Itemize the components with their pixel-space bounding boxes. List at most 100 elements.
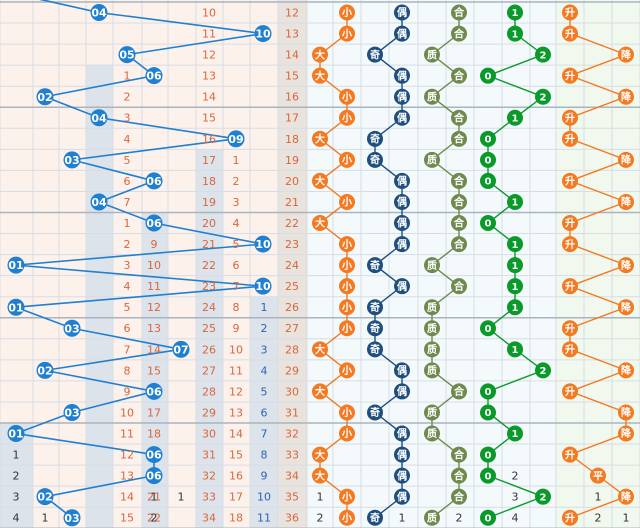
missing-value: 26 bbox=[202, 343, 216, 356]
trend-ball-label: 升 bbox=[565, 238, 575, 251]
missing-value: 13 bbox=[120, 470, 134, 483]
miss-band-cell bbox=[86, 359, 113, 381]
parity-ball-disc bbox=[367, 257, 383, 274]
extra-count: 1 bbox=[13, 449, 20, 462]
ball-03: 03 bbox=[63, 403, 81, 421]
parity-ball-disc bbox=[367, 320, 383, 337]
prime-ball-label: 质 bbox=[427, 259, 437, 272]
ball-02-label: 02 bbox=[37, 91, 52, 104]
trend-ball: 降 bbox=[618, 425, 634, 442]
prime-ball: 合 bbox=[451, 193, 467, 210]
parity-ball-disc bbox=[367, 341, 383, 358]
missing-value: 4 bbox=[233, 217, 240, 230]
ball-10: 10 bbox=[254, 277, 272, 295]
remainder-ball: 1 bbox=[507, 25, 523, 42]
ball-10: 10 bbox=[254, 25, 272, 43]
parity-ball-label: 偶 bbox=[396, 238, 407, 251]
parity-ball-label: 奇 bbox=[370, 343, 380, 356]
missing-value: 7 bbox=[124, 343, 131, 356]
prime-ball-label: 质 bbox=[427, 406, 437, 419]
trend-ball: 升 bbox=[562, 109, 578, 126]
missing-value: 7 bbox=[261, 427, 268, 440]
trend-ball-disc bbox=[618, 404, 634, 421]
ball-10-disc bbox=[254, 25, 272, 43]
remainder-ball: 0 bbox=[480, 320, 496, 337]
miss-band-cell bbox=[86, 380, 113, 402]
sum-value: 15 bbox=[285, 70, 299, 83]
ball-02-disc bbox=[36, 88, 54, 106]
missing-value: 9 bbox=[261, 470, 268, 483]
size-ball-label: 大 bbox=[315, 343, 325, 356]
remainder-ball-disc bbox=[507, 236, 523, 253]
ball-01-label: 01 bbox=[8, 259, 23, 272]
remainder-ball: 2 bbox=[535, 88, 551, 105]
size-ball: 小 bbox=[339, 362, 355, 379]
ball-06-disc bbox=[145, 67, 163, 85]
missing-value: 16 bbox=[202, 133, 216, 146]
trend-ball-label: 升 bbox=[565, 385, 575, 398]
missing-value: 15 bbox=[120, 512, 134, 525]
extra-count: 2 bbox=[13, 470, 20, 483]
sum-value: 14 bbox=[285, 49, 299, 62]
missing-value: 13 bbox=[202, 70, 216, 83]
remainder-ball-label: 0 bbox=[485, 177, 492, 188]
remainder-ball: 2 bbox=[535, 362, 551, 379]
ball-02: 02 bbox=[36, 88, 54, 106]
parity-ball-disc bbox=[367, 46, 383, 63]
sum-value: 23 bbox=[285, 238, 299, 251]
prime-ball: 质 bbox=[424, 151, 440, 168]
extra-count: 1 bbox=[317, 491, 324, 504]
extra-count: 1 bbox=[42, 512, 49, 525]
prime-ball-disc bbox=[451, 236, 467, 253]
size-ball-disc bbox=[339, 425, 355, 442]
miss-band-cell bbox=[250, 380, 278, 402]
missing-value: 14 bbox=[147, 343, 161, 356]
remainder-ball-label: 0 bbox=[485, 450, 492, 461]
parity-ball: 奇 bbox=[367, 341, 383, 358]
remainder-ball-label: 0 bbox=[485, 324, 492, 335]
prime-ball-label: 合 bbox=[453, 469, 465, 482]
trend-ball: 降 bbox=[618, 88, 634, 105]
trend-ball: 降 bbox=[618, 193, 634, 210]
size-ball-disc bbox=[312, 46, 328, 63]
parity-ball-label: 偶 bbox=[396, 385, 407, 398]
miss-band-cell bbox=[0, 486, 33, 508]
remainder-ball-disc bbox=[480, 130, 496, 147]
parity-ball-label: 偶 bbox=[396, 448, 407, 461]
trend-ball: 升 bbox=[562, 25, 578, 42]
miss-band-cell bbox=[250, 486, 278, 508]
trend-ball-label: 升 bbox=[565, 511, 575, 524]
size-ball-label: 小 bbox=[341, 427, 352, 440]
size-ball-disc bbox=[339, 362, 355, 379]
prime-ball-label: 合 bbox=[453, 133, 465, 146]
ball-04-disc bbox=[90, 4, 108, 22]
missing-value: 8 bbox=[124, 364, 131, 377]
parity-ball-label: 奇 bbox=[370, 133, 380, 146]
miss-band-cell bbox=[250, 444, 278, 466]
size-ball-disc bbox=[312, 383, 328, 400]
prime-ball-label: 合 bbox=[453, 175, 465, 188]
remainder-ball: 0 bbox=[480, 151, 496, 168]
missing-value: 10 bbox=[202, 6, 216, 19]
prime-ball: 合 bbox=[451, 67, 467, 84]
missing-value: 1 bbox=[261, 301, 268, 314]
missing-value: 14 bbox=[229, 427, 243, 440]
miss-band-cell bbox=[196, 380, 223, 402]
ball-06-label: 06 bbox=[146, 175, 162, 188]
sum-value: 16 bbox=[285, 91, 299, 104]
missing-value: 5 bbox=[233, 238, 240, 251]
miss-band-cell bbox=[142, 233, 168, 255]
prime-ball-label: 质 bbox=[427, 48, 437, 61]
parity-ball-label: 偶 bbox=[396, 469, 407, 482]
remainder-ball: 0 bbox=[480, 467, 496, 484]
missing-value: 18 bbox=[202, 175, 216, 188]
remainder-ball: 2 bbox=[535, 488, 551, 505]
prime-ball: 合 bbox=[451, 4, 467, 21]
remainder-ball-label: 0 bbox=[485, 71, 492, 82]
remainder-ball-label: 2 bbox=[540, 366, 547, 377]
size-ball: 小 bbox=[339, 278, 355, 295]
remainder-ball-label: 1 bbox=[512, 282, 519, 293]
parity-ball-disc bbox=[394, 236, 410, 253]
missing-value: 34 bbox=[202, 512, 216, 525]
trend-ball-disc bbox=[562, 320, 578, 337]
